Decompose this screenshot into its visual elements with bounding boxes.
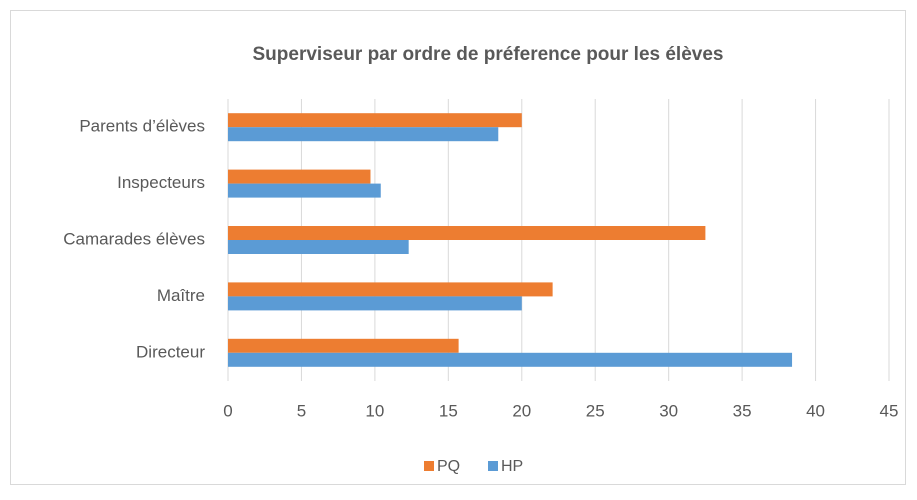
- x-tick-label: 25: [586, 401, 605, 420]
- legend-swatch: [424, 461, 434, 471]
- bar: [228, 352, 793, 367]
- bar: [228, 127, 499, 142]
- chart-border: [10, 10, 906, 485]
- y-tick-label: Inspecteurs: [117, 173, 205, 192]
- x-tick-label: 15: [439, 401, 458, 420]
- bar: [228, 296, 522, 311]
- x-tick-label: 40: [806, 401, 825, 420]
- legend-label: HP: [501, 458, 523, 475]
- legend-swatch: [488, 461, 498, 471]
- x-tick-label: 45: [880, 401, 899, 420]
- x-tick-label: 30: [659, 401, 678, 420]
- bar: [228, 169, 371, 184]
- y-tick-label: Maître: [157, 286, 205, 305]
- bar: [228, 240, 409, 254]
- x-tick-label: 35: [733, 401, 752, 420]
- bar: [228, 183, 381, 198]
- bar: [228, 282, 553, 297]
- bar: [228, 338, 459, 353]
- bar: [228, 226, 706, 240]
- x-tick-label: 5: [297, 401, 306, 420]
- x-tick-label: 10: [365, 401, 384, 420]
- bar: [228, 113, 522, 128]
- y-tick-label: Camarades élèves: [63, 229, 205, 248]
- x-tick-label: 0: [223, 401, 232, 420]
- legend-label: PQ: [437, 458, 460, 475]
- x-tick-label: 20: [512, 401, 531, 420]
- chart-title: Superviseur par ordre de préference pour…: [253, 44, 724, 65]
- y-tick-label: Parents d’élèves: [79, 117, 205, 136]
- y-tick-label: Directeur: [136, 342, 205, 361]
